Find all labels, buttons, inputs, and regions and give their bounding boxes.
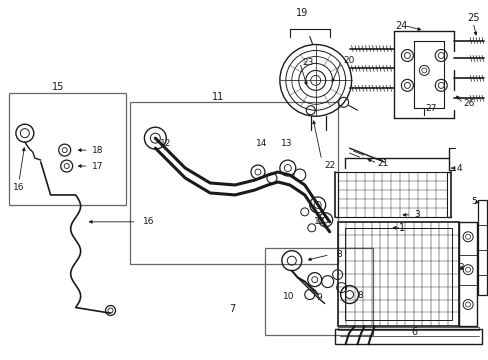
Text: 19: 19 bbox=[295, 8, 307, 18]
Bar bbox=[337, 328, 478, 330]
Text: 25: 25 bbox=[466, 13, 478, 23]
Text: 6: 6 bbox=[410, 327, 417, 337]
Text: 26: 26 bbox=[463, 99, 474, 108]
Bar bbox=[477, 200, 486, 294]
Text: 2: 2 bbox=[457, 263, 463, 272]
Bar bbox=[334, 329, 481, 345]
Text: 5: 5 bbox=[470, 197, 476, 206]
Text: 15: 15 bbox=[51, 82, 64, 93]
Text: 16: 16 bbox=[13, 184, 24, 193]
Text: 23: 23 bbox=[302, 58, 313, 67]
Text: 13: 13 bbox=[281, 139, 292, 148]
Text: 1: 1 bbox=[399, 223, 405, 233]
Text: 20: 20 bbox=[342, 56, 354, 65]
Bar bbox=[337, 222, 458, 327]
Text: 8: 8 bbox=[336, 250, 342, 259]
Text: 12: 12 bbox=[160, 139, 171, 148]
Text: 16: 16 bbox=[142, 217, 154, 226]
Bar bbox=[337, 172, 447, 217]
Text: 9: 9 bbox=[316, 293, 322, 302]
Text: 7: 7 bbox=[228, 305, 235, 315]
Text: 22: 22 bbox=[324, 161, 335, 170]
Bar bbox=[130, 102, 337, 264]
Text: 10: 10 bbox=[283, 292, 294, 301]
Text: 17: 17 bbox=[92, 162, 103, 171]
Text: 8: 8 bbox=[357, 291, 363, 300]
Text: 11: 11 bbox=[211, 92, 224, 102]
Text: 3: 3 bbox=[414, 210, 419, 219]
Text: 24: 24 bbox=[395, 21, 407, 31]
Text: 4: 4 bbox=[455, 163, 461, 172]
Text: 12: 12 bbox=[313, 217, 325, 226]
Text: 27: 27 bbox=[425, 104, 436, 113]
Text: 18: 18 bbox=[92, 145, 103, 154]
Bar bbox=[344, 228, 451, 320]
Bar bbox=[458, 222, 476, 327]
Bar bbox=[9, 93, 126, 205]
Text: 21: 21 bbox=[377, 158, 388, 167]
Text: 14: 14 bbox=[256, 139, 267, 148]
Bar bbox=[264, 248, 372, 336]
